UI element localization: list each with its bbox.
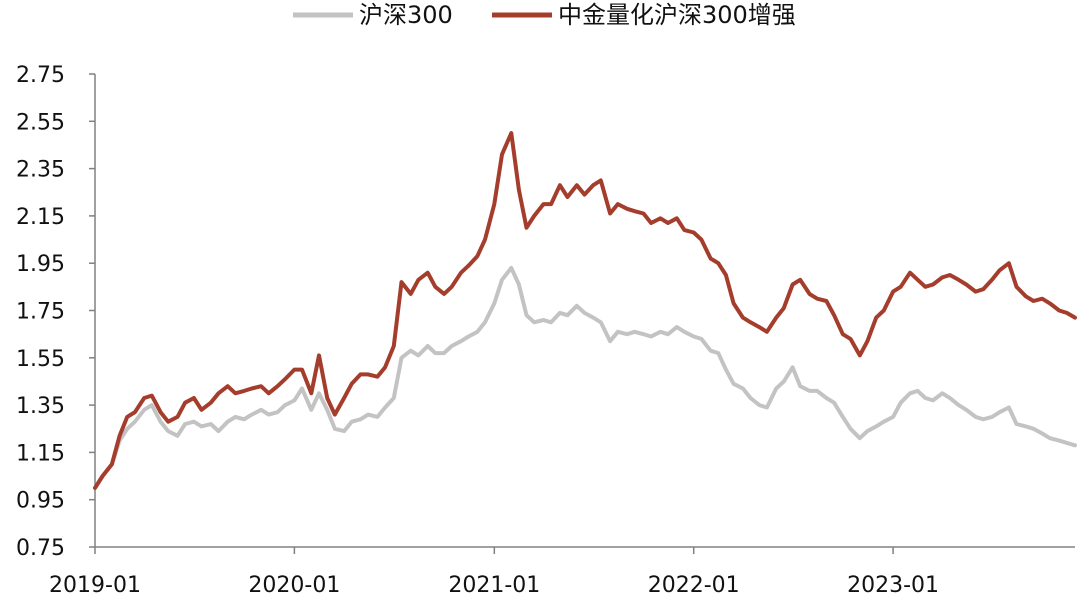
y-tick-label: 1.35 (16, 394, 65, 419)
legend-label-enhanced: 中金量化沪深300增强 (558, 1, 796, 29)
x-tick-label: 2020-01 (248, 573, 340, 598)
enhanced-line (93, 131, 1077, 490)
series-group (93, 131, 1077, 490)
y-tick-label: 2.15 (16, 205, 65, 230)
y-tick-label: 0.75 (16, 536, 65, 561)
y-tick-label: 1.75 (16, 300, 65, 325)
legend: 沪深300 中金量化沪深300增强 (293, 1, 796, 29)
y-tick-label: 2.35 (16, 158, 65, 183)
x-tick-label: 2019-01 (49, 573, 141, 598)
x-tick-label: 2021-01 (448, 573, 540, 598)
y-tick-label: 1.95 (16, 252, 65, 277)
tick-labels: 0.75 0.95 1.15 1.35 1.55 1.75 1.95 2.15 2.35 2.55… (16, 63, 939, 598)
y-tick-label: 0.95 (16, 489, 65, 514)
legend-label-hs300: 沪深300 (359, 1, 453, 29)
x-tick-label: 2022-01 (648, 573, 740, 598)
y-tick-label: 1.15 (16, 441, 65, 466)
x-tick-label: 2023-01 (847, 573, 939, 598)
y-tick-label: 2.55 (16, 110, 65, 135)
hs300-line (93, 265, 1077, 490)
y-tick-label: 1.55 (16, 347, 65, 372)
axes (89, 73, 1075, 554)
y-tick-label: 2.75 (16, 63, 65, 88)
